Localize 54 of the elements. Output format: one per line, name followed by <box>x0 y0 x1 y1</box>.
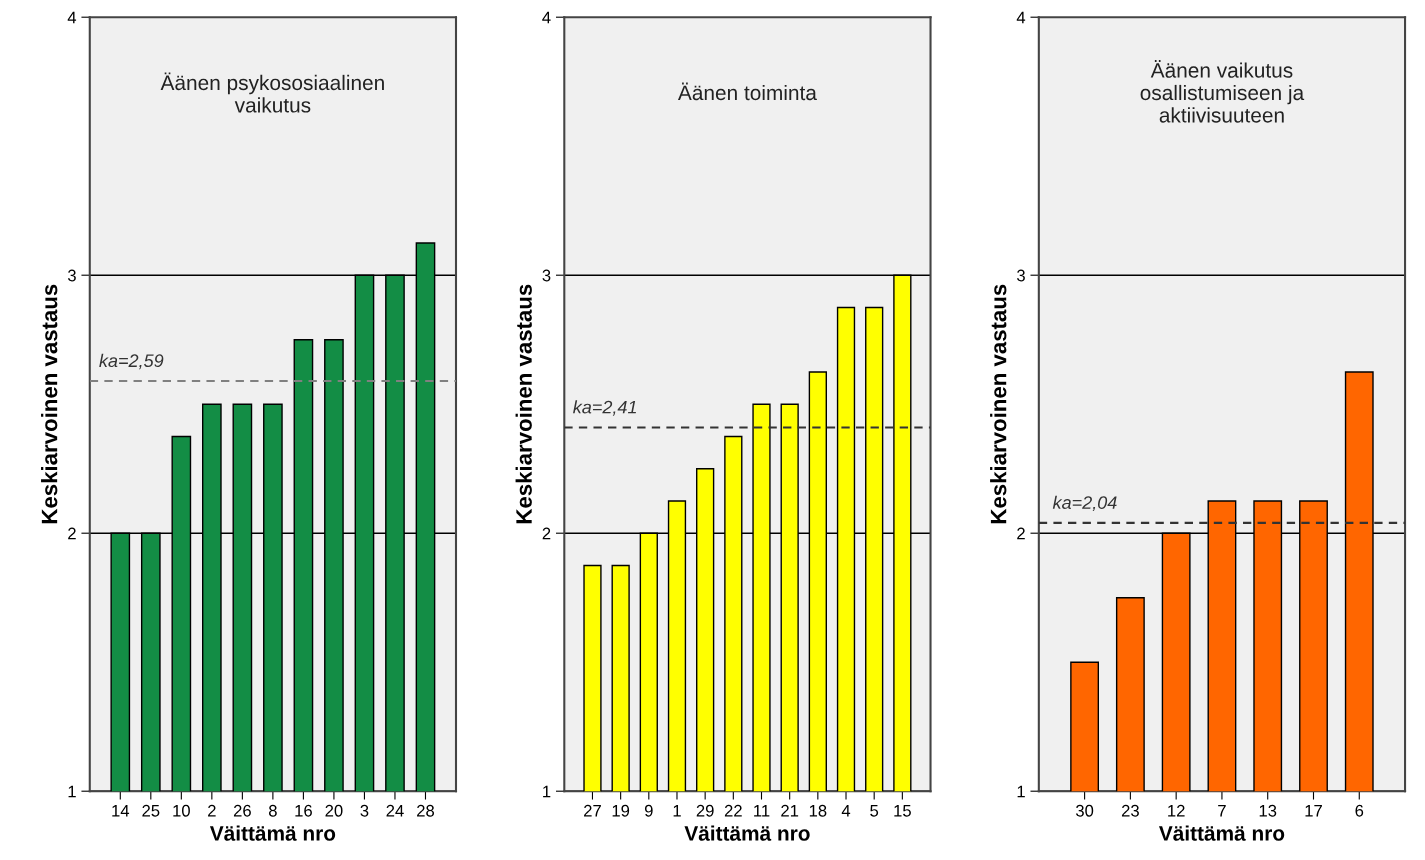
x-tick-label: 17 <box>1305 805 1322 817</box>
x-axis-title: Väittämä nro <box>209 825 336 841</box>
x-axis-title: Väittämä nro <box>684 825 810 841</box>
x-tick-label: 1 <box>673 805 681 817</box>
y-tick-label: 4 <box>67 11 77 24</box>
y-tick-label: 3 <box>1017 269 1025 282</box>
y-tick-label: 3 <box>67 269 76 282</box>
text: Äänen toiminta <box>677 82 817 101</box>
y-tick-label: 1 <box>543 785 551 798</box>
y-tick-label: 2 <box>68 527 76 540</box>
x-tick-label: 19 <box>612 804 630 817</box>
x-tick-label: 15 <box>894 805 911 817</box>
y-axis-title: Keskiarvoinen vastaus <box>41 284 58 524</box>
text: Äänen vaikutus osallistumiseen ja aktiivisuuteen <box>1140 60 1305 123</box>
y-tick-label: 2 <box>542 527 551 540</box>
x-tick-label: 30 <box>1075 804 1094 817</box>
y-tick-label: 1 <box>68 785 76 798</box>
x-tick-label: 22 <box>724 804 742 817</box>
text: Äänen psykososiaalinen vaikutus <box>160 72 384 113</box>
y-tick-label: 2 <box>1017 527 1025 540</box>
x-tick-label: 10 <box>173 804 190 817</box>
x-tick-label: 27 <box>584 804 601 817</box>
x-tick-label: 23 <box>1121 804 1139 817</box>
x-axis-title: Väittämä nro <box>1158 825 1285 841</box>
y-tick-label: 3 <box>542 269 551 282</box>
x-tick-label: 21 <box>781 804 799 817</box>
y-tick-label: 1 <box>1017 785 1025 798</box>
x-tick-label: 24 <box>386 804 404 817</box>
x-tick-label: 14 <box>112 805 130 817</box>
x-tick-label: 5 <box>870 805 879 817</box>
x-tick-label: 28 <box>417 804 435 817</box>
x-tick-label: 8 <box>268 804 277 817</box>
x-tick-label: 3 <box>360 804 369 817</box>
x-tick-label: 13 <box>1259 804 1277 817</box>
x-tick-label: 9 <box>644 804 653 817</box>
x-tick-label: 25 <box>142 804 160 817</box>
x-tick-label: 18 <box>809 804 827 817</box>
x-tick-label: 20 <box>325 804 343 817</box>
x-tick-label: 16 <box>295 804 312 817</box>
x-tick-label: 26 <box>233 804 251 817</box>
y-tick-label: 4 <box>1016 11 1026 24</box>
x-tick-label: 12 <box>1168 804 1185 817</box>
x-tick-label: 29 <box>696 804 714 817</box>
x-tick-label: 11 <box>754 805 770 817</box>
ref-line-label: ka=2,41 <box>573 400 636 416</box>
y-axis-title: Keskiarvoinen vastaus <box>990 284 1007 524</box>
x-tick-label: 6 <box>1355 804 1364 817</box>
ref-line-label: ka=2,04 <box>1052 495 1117 512</box>
y-tick-label: 4 <box>542 11 551 24</box>
ref-line-label: ka=2,59 <box>99 353 164 370</box>
x-tick-label: 7 <box>1218 805 1226 817</box>
y-axis-title: Keskiarvoinen vastaus <box>515 284 532 524</box>
x-tick-label: 2 <box>208 804 216 817</box>
x-tick-label: 4 <box>841 805 851 817</box>
